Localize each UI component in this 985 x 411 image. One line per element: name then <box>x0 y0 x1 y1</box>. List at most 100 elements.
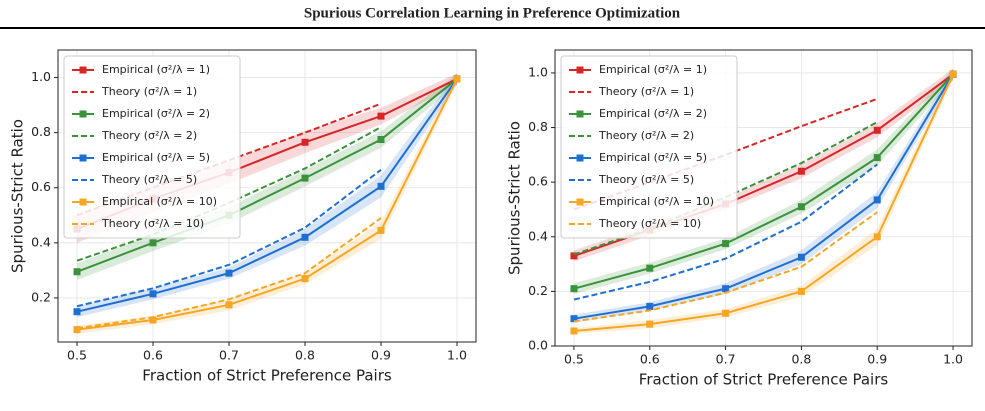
x-tick-label: 0.9 <box>867 352 887 367</box>
marker <box>570 252 578 260</box>
marker <box>73 308 81 316</box>
marker <box>797 203 805 211</box>
marker <box>873 233 881 241</box>
legend-label: Theory (σ²/λ = 2) <box>598 129 694 142</box>
legend-label: Empirical (σ²/λ = 5) <box>102 151 210 164</box>
x-tick-label: 0.5 <box>564 352 584 367</box>
series-line <box>573 163 878 301</box>
x-tick-label: 0.6 <box>143 348 163 363</box>
marker <box>873 196 881 204</box>
x-tick-label: 1.0 <box>447 348 467 363</box>
series-line <box>573 211 878 323</box>
legend-label: Empirical (σ²/λ = 2) <box>599 107 707 120</box>
legend-marker <box>79 66 87 74</box>
marker <box>646 302 654 310</box>
y-tick-label: 0.6 <box>31 179 51 194</box>
series-line <box>573 73 954 320</box>
marker <box>722 309 730 317</box>
x-tick-label: 0.7 <box>716 352 736 367</box>
x-tick-label: 0.9 <box>371 348 391 363</box>
legend-label: Empirical (σ²/λ = 10) <box>102 195 217 208</box>
marker <box>570 315 578 323</box>
series-line <box>76 217 382 330</box>
legend-label: Empirical (σ²/λ = 1) <box>102 63 210 76</box>
legend-marker <box>576 198 584 206</box>
x-tick-label: 0.6 <box>640 352 660 367</box>
marker <box>73 326 81 334</box>
legend-marker <box>79 154 87 162</box>
y-axis-label: Spurious-Strict Ratio <box>9 119 27 273</box>
legend-marker <box>79 110 87 118</box>
legend-label: Theory (σ²/λ = 1) <box>101 85 197 98</box>
x-tick-label: 0.8 <box>295 348 315 363</box>
legend-marker <box>576 110 584 118</box>
marker <box>149 239 157 247</box>
y-tick-label: 1.0 <box>528 64 548 79</box>
legend-label: Theory (σ²/λ = 5) <box>101 173 197 186</box>
axes-frame <box>57 49 477 343</box>
legend-box <box>560 55 738 239</box>
legend-label: Theory (σ²/λ = 2) <box>101 129 197 142</box>
marker <box>149 316 157 324</box>
y-tick-label: 0.4 <box>31 234 51 249</box>
y-tick-label: 0.6 <box>528 174 548 189</box>
legend-marker <box>576 66 584 74</box>
error-band <box>77 73 457 318</box>
axes: 0.5 0.6 0.7 0.8 0.9 1.0 0.0 0.2 0.4 0.6 0.8 1.0 Frac… <box>506 49 973 389</box>
marker <box>377 136 385 144</box>
y-tick-label: 0.2 <box>528 283 548 298</box>
marker <box>453 75 461 83</box>
legend-label: Theory (σ²/λ = 1) <box>598 85 694 98</box>
marker <box>646 264 654 272</box>
x-tick-label: 0.8 <box>791 352 811 367</box>
figure-title: Spurious Correlation Learning in Prefere… <box>304 5 681 21</box>
axes: 0.5 0.6 0.7 0.8 0.9 1.0 0.2 0.4 0.6 0.8 1.0 Fractio… <box>9 49 477 385</box>
axes-frame <box>554 49 973 347</box>
x-axis-label: Fraction of Strict Preference Pairs <box>142 367 392 385</box>
y-axis-label: Spurious-Strict Ratio <box>506 121 524 275</box>
legend-marker <box>576 154 584 162</box>
series-line <box>76 78 458 313</box>
x-axis-label: Fraction of Strict Preference Pairs <box>639 371 889 389</box>
marker <box>301 233 309 241</box>
y-tick-label: 0.8 <box>528 119 548 134</box>
y-tick-label: 1.0 <box>31 69 51 84</box>
marker <box>949 70 957 78</box>
marker <box>570 285 578 293</box>
x-tick-label: 1.0 <box>943 352 963 367</box>
y-tick-label: 0.8 <box>31 124 51 139</box>
marker <box>570 327 578 335</box>
marker <box>301 275 309 283</box>
marker <box>301 174 309 182</box>
marker <box>149 290 157 298</box>
y-tick-label: 0.4 <box>528 228 548 243</box>
series-line <box>573 73 954 332</box>
series-line <box>76 78 458 273</box>
marker <box>722 240 730 248</box>
marker <box>797 167 805 175</box>
marker <box>377 182 385 190</box>
legend-marker <box>79 198 87 206</box>
marker <box>797 287 805 295</box>
y-tick-label: 0.0 <box>528 338 548 353</box>
marker <box>225 301 233 309</box>
series-line <box>573 73 954 290</box>
marker <box>797 253 805 261</box>
marker <box>225 269 233 277</box>
legend-label: Theory (σ²/λ = 5) <box>598 173 694 186</box>
marker <box>873 126 881 134</box>
legend-box <box>63 55 241 239</box>
marker <box>646 320 654 328</box>
legend-label: Empirical (σ²/λ = 10) <box>599 195 714 208</box>
x-tick-label: 0.5 <box>67 348 87 363</box>
legend-label: Empirical (σ²/λ = 2) <box>102 107 210 120</box>
y-tick-label: 0.2 <box>31 289 51 304</box>
x-tick-label: 0.7 <box>219 348 239 363</box>
legend-label: Empirical (σ²/λ = 1) <box>599 63 707 76</box>
legend-label: Empirical (σ²/λ = 5) <box>599 151 707 164</box>
marker <box>377 226 385 234</box>
marker <box>73 268 81 276</box>
marker <box>301 138 309 146</box>
